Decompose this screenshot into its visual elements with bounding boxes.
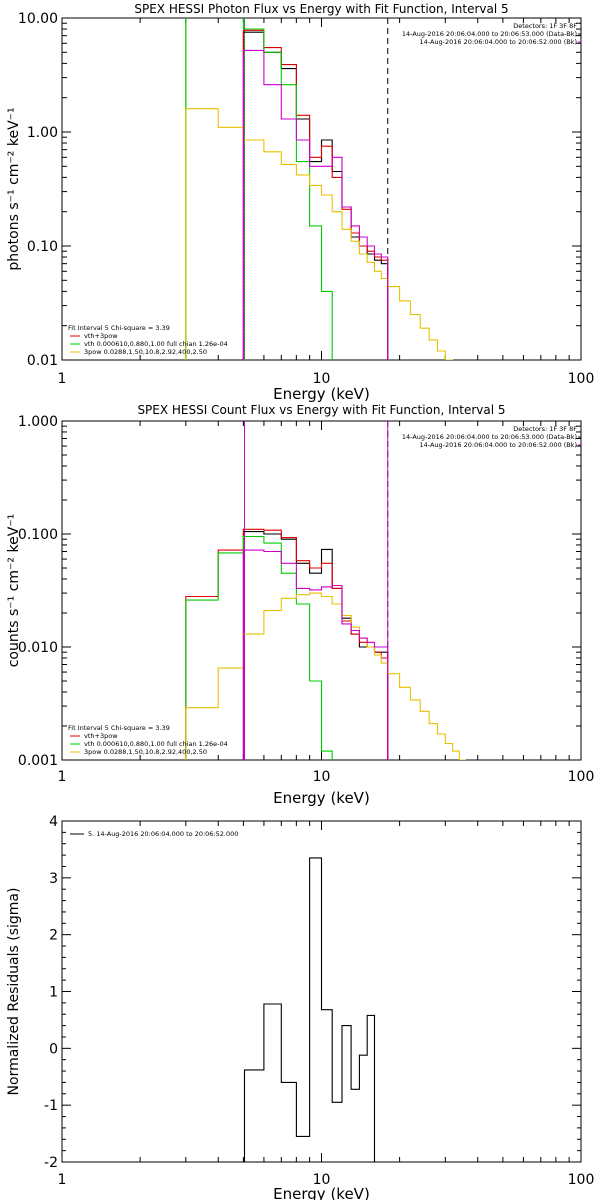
- series-data: [242, 549, 389, 760]
- header-line: 14-Aug-2016 20:06:04.000 to 20:06:53.000…: [402, 30, 577, 38]
- x-tick-label: 100: [568, 769, 595, 785]
- legend-entry: vth 0.000610,0.880,1.00 full chian 1.26e…: [84, 340, 228, 348]
- legend-entry: 3pow 0.0288,1.50,10.8,2.92,400,2.50: [84, 348, 207, 356]
- series-data-bk: [242, 531, 389, 760]
- y-tick-label: 1: [49, 985, 58, 1001]
- x-tick-label: 100: [568, 371, 595, 387]
- series-vth: [185, 535, 333, 760]
- y-tick-label: 0: [49, 1041, 58, 1057]
- legend-entry: vth+3pow: [84, 332, 118, 340]
- header-line: 14-Aug-2016 20:06:04.000 to 20:06:52.000…: [420, 38, 577, 46]
- series-5-14-aug-2016-20-06-04-000-to-20-06-52-000: [243, 857, 376, 1162]
- series-3pow: [185, 108, 467, 360]
- chart-title: SPEX HESSI Count Flux vs Energy with Fit…: [137, 403, 505, 417]
- header-line: 14-Aug-2016 20:06:04.000 to 20:06:53.000…: [402, 433, 577, 441]
- legend-entry: vth+3pow: [84, 732, 118, 740]
- y-tick-label: 0.10: [27, 239, 58, 255]
- series-3pow: [185, 592, 466, 760]
- header-line: Detectors: 1F 3F 8F: [513, 22, 577, 30]
- series-vth-3pow: [185, 528, 389, 760]
- x-tick-label: 10: [313, 371, 331, 387]
- x-tick-label: 10: [313, 769, 331, 785]
- y-tick-label: 0.010: [18, 640, 58, 656]
- x-axis-label: Energy (keV): [273, 1185, 370, 1200]
- y-tick-label: 10.00: [18, 11, 58, 27]
- x-axis-label: Energy (keV): [273, 385, 370, 403]
- y-tick-label: 3: [49, 871, 58, 887]
- y-axis-label: counts s⁻¹ cm⁻² keV⁻¹: [6, 514, 22, 668]
- series-vth-3pow: [242, 29, 389, 360]
- x-tick-label: 1: [58, 371, 67, 387]
- y-tick-label: 0.001: [18, 753, 58, 769]
- header-line: 14-Aug-2016 20:06:04.000 to 20:06:52.000…: [420, 441, 577, 449]
- y-tick-label: -1: [44, 1098, 58, 1114]
- x-axis-label: Energy (keV): [273, 789, 370, 807]
- x-tick-label: 10: [313, 1172, 331, 1188]
- legend-entry: 5. 14-Aug-2016 20:06:04.000 to 20:06:52.…: [88, 830, 238, 838]
- y-axis-label: Normalized Residuals (sigma): [6, 888, 22, 1096]
- series-vth: [185, 18, 343, 360]
- legend-entry: vth 0.000610,0.880,1.00 full chian 1.26e…: [84, 740, 228, 748]
- plot-area: [185, 18, 467, 360]
- y-tick-label: 2: [49, 928, 58, 944]
- chart-title: SPEX HESSI Photon Flux vs Energy with Fi…: [134, 2, 508, 16]
- legend-title: Fit Interval 5 Chi-square = 3.39: [68, 324, 170, 332]
- legend-title: Fit Interval 5 Chi-square = 3.39: [68, 724, 170, 732]
- x-tick-label: 1: [58, 769, 67, 785]
- plot-area: [185, 421, 466, 760]
- y-tick-label: 4: [49, 814, 58, 830]
- y-tick-label: 0.01: [27, 353, 58, 369]
- plot-area: [243, 857, 376, 1162]
- y-tick-label: 1.000: [18, 414, 58, 430]
- y-tick-label: 0.100: [18, 527, 58, 543]
- residuals-panel: 1 10 100 Energy (keV) -2 -1 0 1 2 3 4 Normalized Re…: [6, 814, 594, 1200]
- count-flux-panel: 1 10 100 Energy (keV) 0.001 0.010 0.100 1.000 co…: [6, 403, 594, 807]
- x-tick-label: 1: [58, 1172, 67, 1188]
- y-axis-label: photons s⁻¹ cm⁻² keV⁻¹: [6, 107, 22, 270]
- series-data-bk: [242, 31, 389, 360]
- header-line: Detectors: 1F 3F 8F: [513, 425, 577, 433]
- y-tick-label: -2: [44, 1155, 58, 1171]
- x-tick-label: 100: [568, 1172, 595, 1188]
- y-tick-label: 1.00: [27, 125, 58, 141]
- series-data: [242, 49, 389, 360]
- legend-entry: 3pow 0.0288,1.50,10.8,2.92,400,2.50: [84, 748, 207, 756]
- photon-flux-panel: 1 10 100 Energy (keV) 0.01 0.10 1.00 10.00 photo…: [6, 2, 595, 403]
